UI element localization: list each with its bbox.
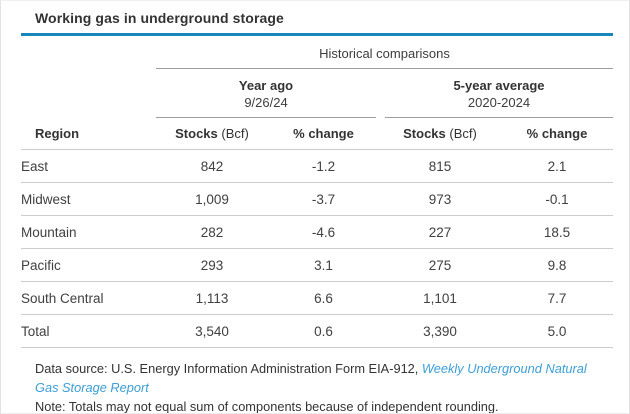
stocks-ya-cell: 1,009 [195,191,229,207]
stocks-avg-cell: 815 [428,158,452,174]
region-cell: East [21,158,49,174]
pct-avg-cell: 9.8 [547,257,567,273]
table-row-total: Total 3,540 0.6 3,390 5.0 [21,315,613,348]
stocks-ya-cell: 1,113 [195,290,229,306]
group-year-ago-date: 9/26/24 [244,95,288,110]
pct-avg-column-header: % change [526,126,588,141]
stocks-avg-cell: 3,390 [423,323,457,339]
table-row-midwest: Midwest 1,009 -3.7 973 -0.1 [21,183,613,216]
stocks-ya-cell: 282 [200,224,224,240]
table-row-south-central: South Central 1,113 6.6 1,101 7.7 [21,282,613,315]
stocks-avg-cell: 275 [428,257,452,273]
group-5yr-average: 5-year average 2020-2024 [385,69,613,118]
region-cell: Midwest [21,191,71,207]
pct-ya-cell: -4.6 [311,224,336,240]
pct-ya-cell: -1.2 [311,158,336,174]
pct-avg-cell: 5.0 [547,323,567,339]
stocks-unit: (Bcf) [449,126,477,141]
data-source-text: Data source: U.S. Energy Information Adm… [35,361,422,376]
title-accent-rule [21,33,613,36]
pct-ya-cell: 0.6 [314,323,333,339]
group-5yr-average-range: 2020-2024 [467,95,531,110]
storage-report-link[interactable]: Weekly Underground Natural Gas Storage R… [35,361,587,395]
rounding-note: Note: Totals may not equal sum of compon… [35,399,499,414]
stocks-ya-cell: 842 [200,158,224,174]
stocks-avg-cell: 227 [428,224,452,240]
region-column-header: Region [35,126,80,141]
stocks-label: Stocks [175,126,218,141]
stocks-ya-column-header: Stocks (Bcf) [156,118,268,149]
data-source-line: Data source: U.S. Energy Information Adm… [35,359,597,397]
table-row-pacific: Pacific 293 3.1 275 9.8 [21,249,613,282]
pct-ya-cell: -3.7 [311,191,336,207]
historical-comparisons-header: Historical comparisons [156,46,613,69]
region-cell: Pacific [21,257,61,273]
pct-ya-column-header: % change [293,126,354,141]
pct-avg-cell: 18.5 [543,224,571,240]
pct-avg-cell: -0.1 [545,191,569,207]
region-cell: Total [21,323,50,339]
column-group-row: Year ago 9/26/24 5-year average 2020-202… [21,69,613,118]
pct-ya-cell: 3.1 [314,257,333,273]
historical-comparisons-row: Historical comparisons [21,36,613,69]
table-row-mountain: Mountain 282 -4.6 227 18.5 [21,216,613,249]
pct-avg-cell: 2.1 [547,158,567,174]
group-year-ago-label: Year ago [238,78,294,93]
group-year-ago: Year ago 9/26/24 [156,69,376,118]
stocks-ya-cell: 293 [200,257,224,273]
group-5yr-average-label: 5-year average [453,78,545,93]
stocks-unit: (Bcf) [221,126,249,141]
stocks-ya-cell: 3,540 [195,323,229,339]
page-title: Working gas in underground storage [35,10,284,26]
table-row-east: East 842 -1.2 815 2.1 [21,150,613,183]
column-header-row: Region Stocks (Bcf) % change Stocks (Bcf… [21,118,613,150]
stocks-label: Stocks [403,126,446,141]
region-cell: South Central [21,290,104,306]
region-cell: Mountain [21,224,77,240]
pct-ya-cell: 6.6 [314,290,333,306]
stocks-avg-cell: 1,101 [423,290,457,306]
footnotes: Data source: U.S. Energy Information Adm… [35,359,597,414]
pct-avg-cell: 7.7 [547,290,567,306]
stocks-avg-cell: 973 [428,191,452,207]
stocks-avg-column-header: Stocks (Bcf) [379,118,501,149]
